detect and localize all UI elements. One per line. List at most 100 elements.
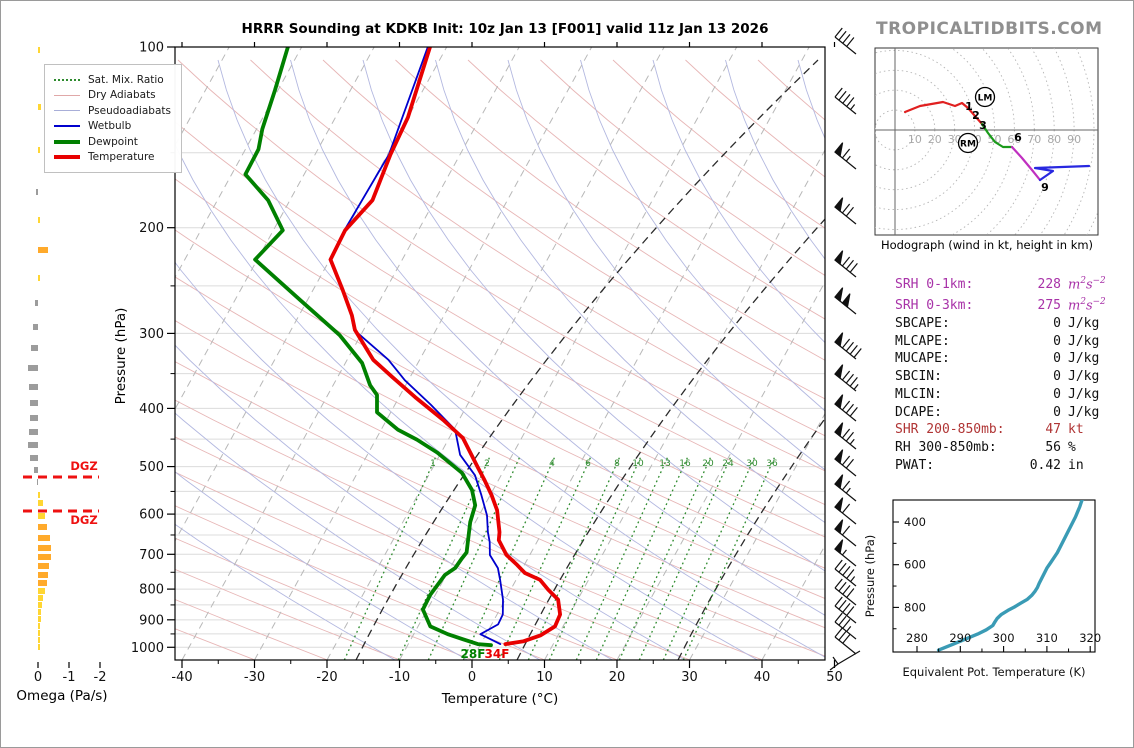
legend-item-label: Pseudoadiabats xyxy=(88,104,171,117)
legend-line-sample xyxy=(54,110,80,112)
stat-unit: J/kg xyxy=(1068,404,1100,420)
stat-label: MUCAPE: xyxy=(895,351,950,367)
stat-row: SBCAPE: 0 J/kg xyxy=(895,315,1120,333)
stat-value: 0 xyxy=(1053,351,1061,367)
svg-text:LM: LM xyxy=(978,94,993,104)
thetae-x-label: Equivalent Pot. Temperature (K) xyxy=(902,665,1085,679)
stat-row: MLCAPE: 0 J/kg xyxy=(895,333,1120,351)
stat-row: MUCAPE: 0 J/kg xyxy=(895,350,1120,368)
svg-text:100: 100 xyxy=(139,41,164,56)
omega-bar xyxy=(36,189,38,195)
svg-text:500: 500 xyxy=(139,460,164,475)
stat-unit: J/kg xyxy=(1068,351,1100,367)
svg-text:400: 400 xyxy=(904,515,926,529)
omega-bar xyxy=(38,247,48,253)
omega-bar xyxy=(28,365,38,371)
temperature-curve xyxy=(328,47,562,646)
omega-bar xyxy=(35,300,38,306)
legend-line-sample xyxy=(54,78,80,81)
stat-unit: J/kg xyxy=(1068,369,1100,385)
omega-bar xyxy=(38,602,42,608)
chart-title: HRRR Sounding at KDKB Init: 10z Jan 13 [… xyxy=(242,21,769,37)
hodograph-trace xyxy=(1010,145,1042,182)
hodograph-caption: Hodograph (wind in kt, height in km) xyxy=(881,238,1093,252)
stat-value: 56 xyxy=(1045,439,1061,455)
svg-text:290: 290 xyxy=(949,631,971,645)
omega-bar xyxy=(38,513,45,519)
omega-bar xyxy=(38,47,40,53)
svg-text:40: 40 xyxy=(754,670,771,685)
legend-item: Sat. Mix. Ratio xyxy=(54,72,171,88)
svg-text:2: 2 xyxy=(484,459,490,469)
stat-label: PWAT: xyxy=(895,457,935,473)
svg-text:6: 6 xyxy=(1014,131,1022,144)
stat-row: SRH 0-1km: 228 m2s−2 xyxy=(895,273,1120,294)
svg-text:600: 600 xyxy=(904,558,926,572)
svg-text:10: 10 xyxy=(908,133,922,146)
omega-bar xyxy=(30,415,38,421)
svg-text:10: 10 xyxy=(632,459,644,469)
svg-text:24: 24 xyxy=(722,459,734,469)
omega-bar xyxy=(38,524,47,530)
stat-value: 0 xyxy=(1053,369,1061,385)
surface-dewpoint-label: 28F xyxy=(461,647,486,661)
svg-text:300: 300 xyxy=(139,327,164,342)
dgz-label-upper: DGZ xyxy=(70,459,97,473)
omega-bar xyxy=(38,535,50,541)
stat-row: DCAPE: 0 J/kg xyxy=(895,404,1120,422)
legend-item: Wetbulb xyxy=(54,119,171,135)
omega-bar xyxy=(28,442,38,448)
stat-label: RH 300-850mb: xyxy=(895,439,997,455)
svg-text:320: 320 xyxy=(1079,631,1101,645)
mixing-ratio-lines xyxy=(343,455,776,660)
hodograph: 10203040506070809012369LMRM xyxy=(874,47,1099,236)
stat-label: SRH 0-1km: xyxy=(895,277,974,293)
legend-item: Temperature xyxy=(54,150,171,166)
omega-bar xyxy=(38,500,43,506)
svg-text:70: 70 xyxy=(1027,133,1041,146)
surface-temperature-label: 34F xyxy=(485,647,510,661)
stat-label: DCAPE: xyxy=(895,404,942,420)
omega-bar xyxy=(38,580,47,586)
stat-unit: in xyxy=(1068,457,1084,473)
stat-value: 0 xyxy=(1053,333,1061,349)
svg-text:600: 600 xyxy=(139,508,164,523)
mixing-ratio-labels: 1 2 4 6 8 10 13 16 20 24 30 36 xyxy=(430,459,778,469)
omega-bar xyxy=(38,545,51,551)
omega-bar xyxy=(30,400,38,406)
skewt-plot-background: 1 2 4 6 8 10 13 16 20 24 30 36 xyxy=(175,47,825,660)
omega-bar xyxy=(38,623,40,629)
hodograph-trace xyxy=(1033,164,1091,182)
svg-text:900: 900 xyxy=(139,613,164,628)
svg-text:RM: RM xyxy=(960,140,976,150)
svg-text:4: 4 xyxy=(549,459,555,469)
svg-text:-20: -20 xyxy=(316,670,337,685)
stat-unit: m2s−2 xyxy=(1068,297,1106,314)
svg-text:700: 700 xyxy=(139,548,164,563)
svg-text:13: 13 xyxy=(659,459,670,469)
svg-text:-10: -10 xyxy=(389,670,410,685)
omega-bar xyxy=(38,572,48,578)
omega-bar xyxy=(38,630,40,636)
stat-unit: % xyxy=(1068,439,1076,455)
svg-text:10: 10 xyxy=(536,670,553,685)
svg-text:300: 300 xyxy=(993,631,1015,645)
dgz-label-lower: DGZ xyxy=(70,513,97,527)
omega-bar xyxy=(38,492,40,498)
omega-bar xyxy=(38,554,51,560)
omega-bar xyxy=(38,637,40,643)
stat-row: SBCIN: 0 J/kg xyxy=(895,368,1120,386)
svg-text:1: 1 xyxy=(430,459,436,469)
stat-row: RH 300-850mb: 56% xyxy=(895,439,1120,457)
stat-label: MLCIN: xyxy=(895,386,942,402)
svg-text:9: 9 xyxy=(1041,181,1049,194)
stat-label: SBCAPE: xyxy=(895,316,950,332)
svg-text:16: 16 xyxy=(679,459,691,469)
svg-text:200: 200 xyxy=(139,221,164,236)
omega-bar xyxy=(29,384,38,390)
svg-text:20: 20 xyxy=(928,133,942,146)
legend-line-sample xyxy=(54,94,80,96)
legend-line-sample xyxy=(54,139,80,144)
omega-bar xyxy=(38,644,40,650)
